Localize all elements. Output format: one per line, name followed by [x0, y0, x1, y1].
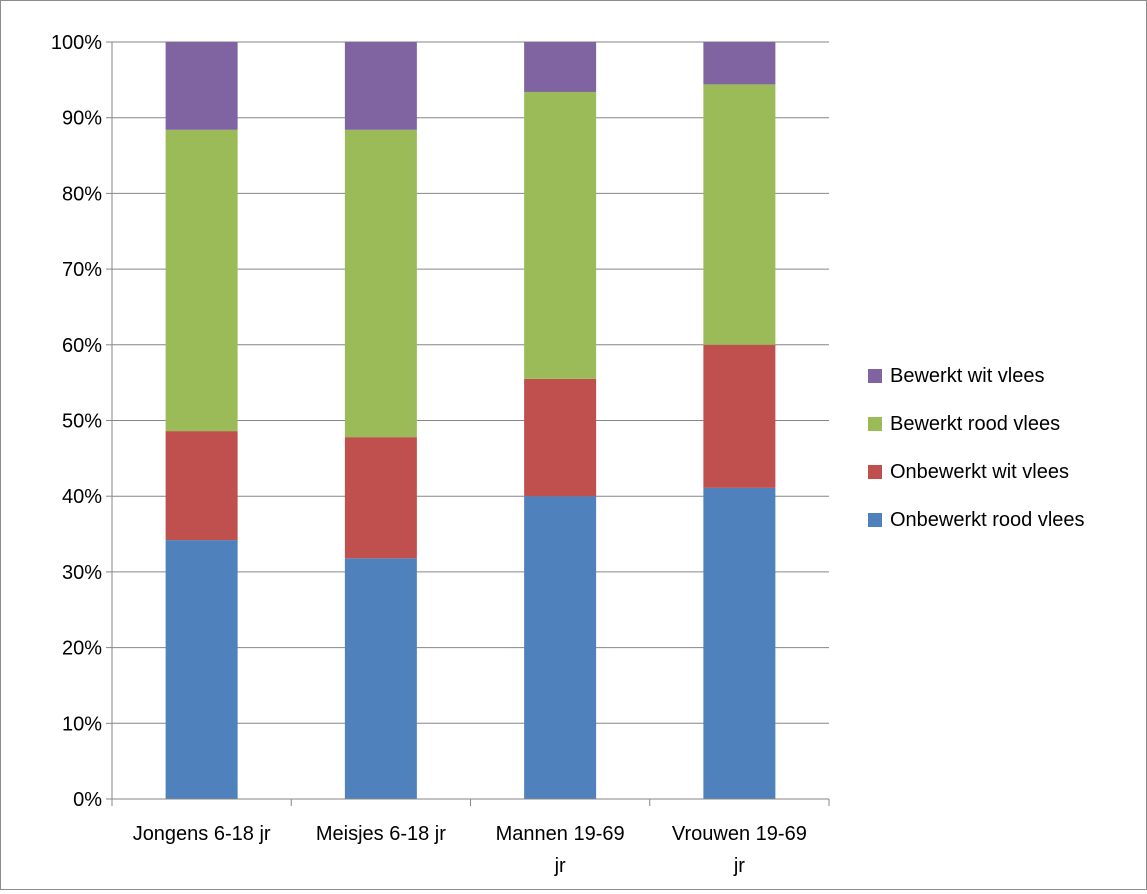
bar-segment [344, 42, 417, 130]
y-tick-label: 0% [73, 789, 102, 811]
x-tick-label-line: Vrouwen 19-69 [672, 823, 807, 845]
bar-segment [344, 129, 417, 438]
bar-segment [703, 487, 776, 799]
legend-swatch [868, 513, 882, 527]
y-tick-label: 90% [62, 108, 102, 130]
legend-label: Onbewerkt rood vlees [890, 509, 1085, 531]
x-tick-label: Jongens 6-18 jr [133, 823, 271, 845]
legend-label: Bewerkt wit vlees [890, 365, 1045, 387]
y-tick-label: 10% [62, 713, 102, 735]
y-tick-label: 60% [62, 335, 102, 357]
x-tick-label: Vrouwen 19-69 jr [672, 823, 807, 877]
y-tick-label: 80% [62, 183, 102, 205]
bars [165, 42, 776, 799]
y-tick-label: 20% [62, 638, 102, 660]
bar-segment [165, 42, 238, 130]
bar-segment [165, 540, 238, 799]
y-tick-label: 100% [51, 32, 102, 54]
bar-segment [165, 431, 238, 541]
x-tick-labels: Jongens 6-18 jr Meisjes 6-18 jr Mannen 19-… [133, 823, 807, 877]
bar-segment [344, 558, 417, 799]
x-tick-label-line: jr [554, 855, 566, 877]
bar-segment [344, 437, 417, 559]
y-tick-label: 50% [62, 411, 102, 433]
axes [106, 41, 830, 806]
y-tick-label: 30% [62, 562, 102, 584]
bar-segment [524, 42, 597, 92]
bar-segment [524, 91, 597, 379]
x-tick-label-line: jr [733, 855, 745, 877]
bar-segment [165, 129, 238, 432]
x-tick-label-line: Meisjes 6-18 jr [316, 823, 446, 845]
x-tick-label-line: Mannen 19-69 [496, 823, 625, 845]
legend-swatch [868, 465, 882, 479]
y-tick-label: 70% [62, 259, 102, 281]
y-tick-label: 40% [62, 486, 102, 508]
bar-segment [524, 378, 597, 497]
legend-swatch [868, 417, 882, 431]
bar-segment [703, 42, 776, 85]
x-tick-label: Meisjes 6-18 jr [316, 823, 446, 845]
bar-segment [703, 84, 776, 345]
bar-segment [524, 496, 597, 799]
x-tick-label-line: Jongens 6-18 jr [133, 823, 271, 845]
legend: Bewerkt wit vlees Bewerkt rood vlees Onbew… [868, 365, 1085, 531]
legend-swatch [868, 369, 882, 383]
bar-segment [703, 344, 776, 488]
legend-label: Bewerkt rood vlees [890, 413, 1060, 435]
x-tick-label: Mannen 19-69 jr [496, 823, 625, 877]
y-tick-labels: 0% 10% 20% 30% 40% 50% 60% 70% 80% 90% 100% [51, 32, 102, 811]
legend-label: Onbewerkt wit vlees [890, 461, 1069, 483]
